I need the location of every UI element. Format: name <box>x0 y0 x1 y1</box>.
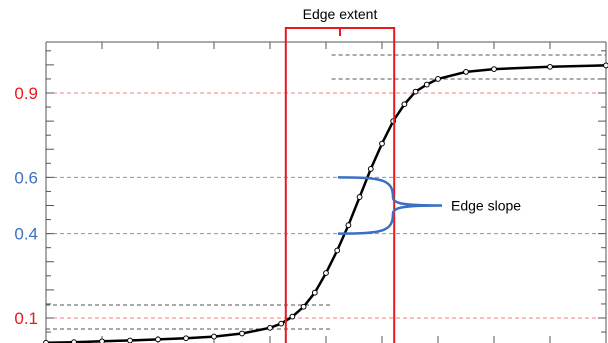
data-point <box>463 69 469 75</box>
edge-guide-lines <box>46 54 606 330</box>
data-point <box>71 339 77 343</box>
y-tick-label: 0.4 <box>14 225 38 244</box>
edge-extent-label: Edge extent <box>303 6 378 22</box>
data-point <box>356 194 363 200</box>
data-point <box>155 336 161 343</box>
y-tick-label: 0.6 <box>14 168 38 187</box>
data-point <box>239 330 245 337</box>
edge-slope-annotation: Edge slope <box>337 176 521 235</box>
edge-extent-annotation: Edge extent <box>284 6 396 343</box>
data-point <box>379 140 385 147</box>
data-point <box>435 76 441 82</box>
data-point <box>278 320 285 327</box>
data-point <box>412 88 419 95</box>
data-point <box>334 247 341 254</box>
data-point <box>289 313 296 320</box>
data-point <box>127 337 133 343</box>
reference-lines <box>46 92 606 319</box>
data-point <box>547 63 553 70</box>
data-point <box>345 222 352 229</box>
data-point <box>311 289 318 296</box>
series-line <box>45 64 607 343</box>
data-point <box>323 270 329 276</box>
data-point <box>267 324 273 331</box>
edge-slope-brace <box>337 176 443 235</box>
y-tick-labels: 0.1 0.4 0.6 0.9 <box>14 84 38 328</box>
data-series <box>43 62 608 343</box>
plot-frame <box>45 41 607 343</box>
data-point <box>367 166 374 172</box>
data-point <box>300 303 307 310</box>
data-point <box>401 101 408 108</box>
data-point <box>491 66 497 72</box>
data-point <box>211 333 217 340</box>
y-tick-label: 0.9 <box>14 84 38 103</box>
edge-extent-bracket <box>284 27 396 37</box>
data-point <box>183 335 189 342</box>
y-tick-label: 0.1 <box>14 309 38 328</box>
edge-slope-label: Edge slope <box>451 198 521 214</box>
data-point <box>603 62 608 69</box>
data-point <box>423 81 430 88</box>
data-point <box>99 338 105 343</box>
